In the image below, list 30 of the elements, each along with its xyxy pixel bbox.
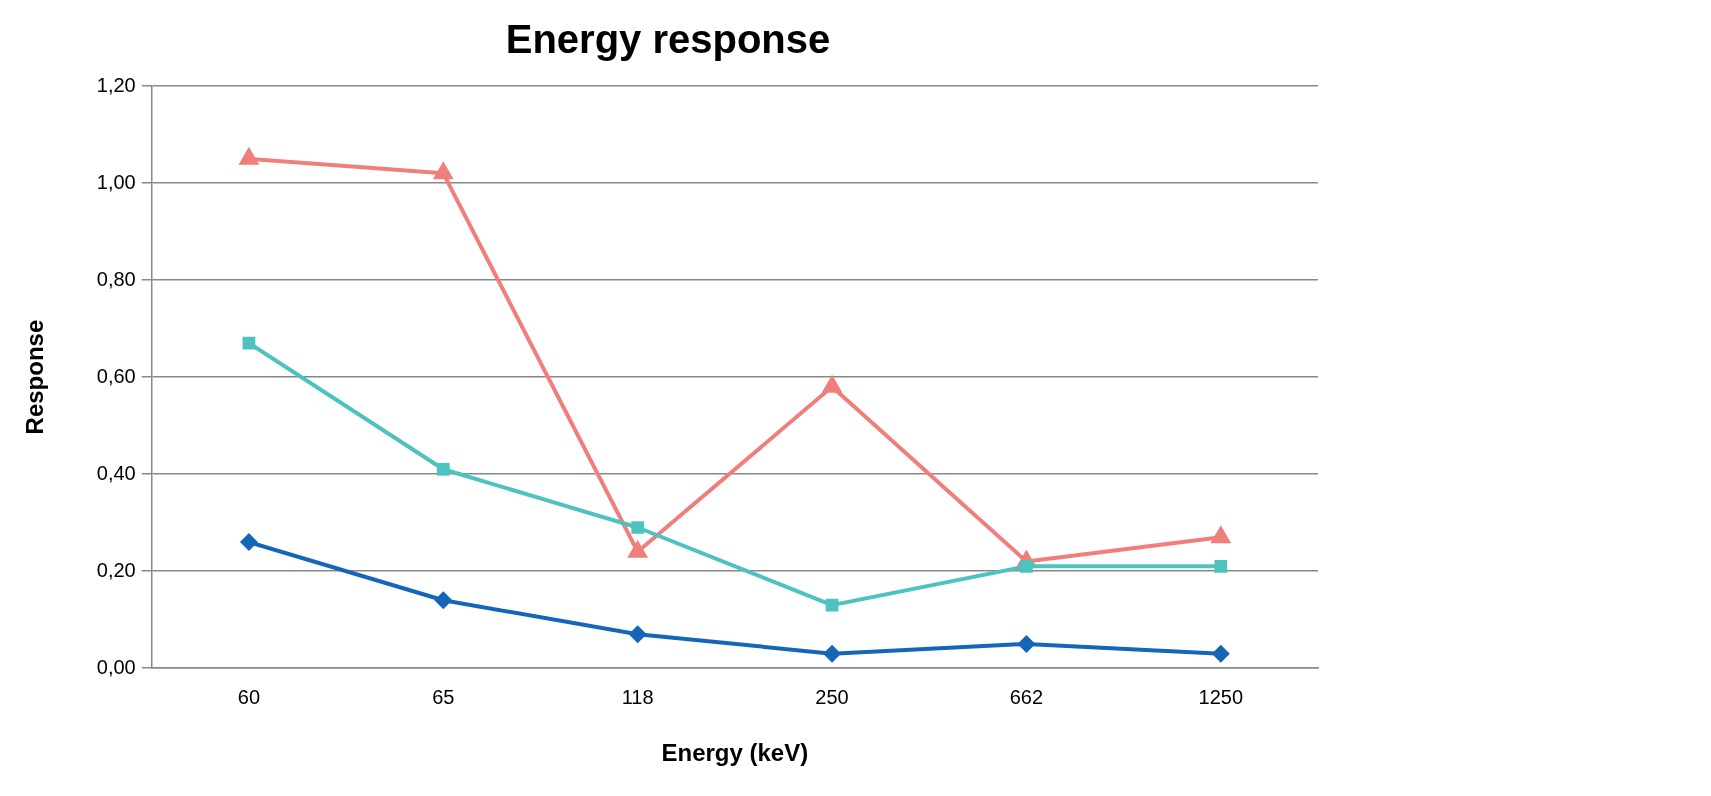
chart-title: Energy response [505,17,831,62]
y-tick-label: 0,40 [96,461,136,484]
point [432,161,454,180]
y-tick-label: 0,60 [96,364,136,387]
point [1020,559,1033,573]
point [1017,634,1036,653]
point [631,521,645,534]
point [628,625,647,644]
x-tick-label: 65 [432,685,455,708]
point [238,146,260,165]
x-tick-label: 250 [815,685,849,708]
point [436,462,450,476]
x-axis-title: Energy (keV) [661,739,809,767]
y-tick-label: 1,20 [96,73,136,96]
point [434,591,453,610]
point [1214,559,1228,573]
y-axis-title: Response [21,319,49,435]
point [1211,644,1230,663]
point [242,336,256,350]
point [821,374,843,393]
y-tick-label: 0,20 [96,558,136,581]
y-tick-label: 0,80 [96,267,136,290]
point [239,533,258,552]
x-tick-label: 118 [621,685,654,708]
y-tick-label: 0,00 [96,655,136,678]
y-tick-label: 1,00 [96,170,136,193]
x-tick-label: 1250 [1198,685,1244,708]
x-tick-label: 662 [1009,685,1044,708]
point [823,644,842,663]
x-tick-label: 60 [237,685,261,708]
